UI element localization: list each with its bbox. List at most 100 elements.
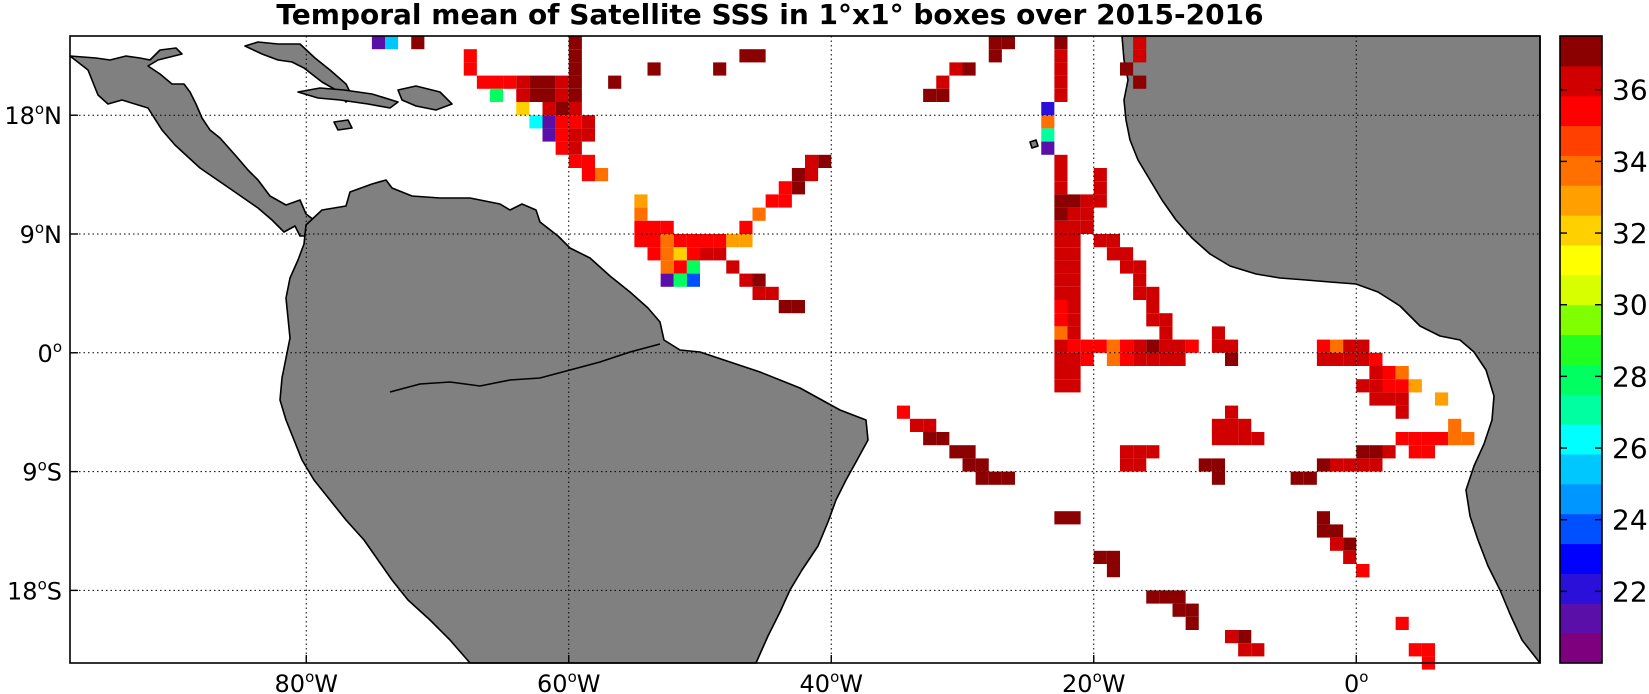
sss-cell <box>1080 194 1094 208</box>
sss-cell <box>765 286 779 300</box>
sss-cell <box>1316 458 1331 472</box>
colorbar-segment <box>1560 334 1602 365</box>
sss-cell <box>1120 339 1134 353</box>
lat-tick-label: 18oS <box>7 575 62 605</box>
sss-cell <box>463 62 477 76</box>
sss-cell <box>1225 418 1239 432</box>
colorbar-tick-label: 32 <box>1612 217 1648 250</box>
sss-cell <box>1185 603 1199 617</box>
sss-cell <box>1395 366 1409 380</box>
sss-cell <box>1120 445 1134 459</box>
sss-cell <box>1054 379 1068 393</box>
sss-cell <box>686 234 701 248</box>
land-jamaica <box>333 119 353 131</box>
sss-cell <box>1146 445 1160 459</box>
sss-cell <box>1316 352 1331 366</box>
colorbar-segment <box>1560 364 1602 395</box>
sss-cell <box>634 234 648 248</box>
colorbar-segment <box>1560 65 1602 97</box>
lat-tick-label: 0o <box>38 338 62 368</box>
sss-cell <box>1001 36 1015 50</box>
colorbar-segment <box>1560 573 1602 604</box>
sss-cell <box>1395 432 1409 446</box>
sss-cell <box>1395 379 1409 393</box>
sss-cell <box>739 273 753 287</box>
sss-cell <box>673 273 687 287</box>
longitude-ticks: 80oW 60oW 40oW 20oW 0o <box>275 655 1368 694</box>
sss-cell <box>1041 115 1055 129</box>
colorbar-tick-label: 26 <box>1612 432 1648 465</box>
map-panel: 80oW 60oW 40oW 20oW 0o 18oN 9oN 0o 9oS 18oS <box>4 35 1541 694</box>
sss-cell <box>1185 616 1199 630</box>
sss-cell <box>634 207 648 221</box>
sss-cell <box>1093 339 1107 353</box>
sss-cell <box>1421 432 1436 446</box>
grid-lines <box>70 36 1540 663</box>
sss-cell <box>568 154 582 168</box>
sss-cell <box>1356 445 1370 459</box>
sss-cell <box>463 49 477 63</box>
sss-cell <box>962 445 976 459</box>
sss-cell <box>1106 339 1121 353</box>
sss-cell <box>739 49 753 63</box>
sss-cell <box>1198 458 1212 472</box>
sss-cell <box>713 247 727 261</box>
sss-cell <box>975 458 989 472</box>
sss-cell <box>1382 392 1396 406</box>
sss-cell <box>1251 643 1265 657</box>
sss-cell <box>1054 154 1068 168</box>
sss-cell <box>1041 102 1055 116</box>
sss-cell <box>1080 220 1094 234</box>
sss-cell <box>988 49 1002 63</box>
sss-cell <box>1133 75 1147 89</box>
sss-cell <box>1106 564 1121 578</box>
sss-cell <box>673 247 687 261</box>
colorbar-segment <box>1560 125 1602 156</box>
colorbar-tick-label: 22 <box>1612 575 1648 608</box>
sss-cell <box>1054 49 1068 63</box>
sss-cell <box>1303 471 1317 485</box>
sss-cell <box>1001 471 1015 485</box>
sss-cell <box>1330 458 1344 472</box>
sss-cell <box>608 75 622 89</box>
sss-cell <box>1395 616 1409 630</box>
sss-cell <box>962 458 976 472</box>
sss-cell <box>647 220 661 234</box>
sss-cell <box>1408 643 1422 657</box>
sss-cell <box>660 273 674 287</box>
sss-cell <box>1356 458 1370 472</box>
sss-cell <box>1251 432 1265 446</box>
sss-cell <box>1448 432 1462 446</box>
sss-cell <box>516 75 530 89</box>
sss-cell <box>1211 432 1226 446</box>
sss-cell <box>778 181 792 195</box>
sss-cell <box>1054 220 1068 234</box>
sss-cell <box>542 88 556 102</box>
sss-cell <box>1054 36 1068 50</box>
sss-cell <box>818 154 832 168</box>
sss-cell <box>949 445 963 459</box>
sss-cell <box>568 36 582 50</box>
colorbar-segment <box>1560 36 1602 67</box>
sss-cell <box>1395 405 1409 419</box>
land-cape-verde <box>1029 139 1039 149</box>
colorbar-segment <box>1560 245 1602 276</box>
sss-cell <box>1369 392 1383 406</box>
sss-cell <box>1172 603 1186 617</box>
sss-cell <box>1238 630 1252 644</box>
sss-cell <box>1133 273 1147 287</box>
sss-cell <box>476 75 491 89</box>
colorbar-segment <box>1560 95 1602 127</box>
sss-cell <box>581 168 596 182</box>
sss-cell <box>1120 247 1134 261</box>
sss-cell <box>1054 326 1068 340</box>
colorbar-tick-label: 30 <box>1612 289 1648 322</box>
sss-cell <box>1369 366 1383 380</box>
sss-cell <box>1120 458 1134 472</box>
sss-cell <box>1382 366 1396 380</box>
sss-cell <box>1054 234 1068 248</box>
sss-cell <box>1067 220 1081 234</box>
sss-cell <box>1093 181 1107 195</box>
sss-cell <box>1067 286 1081 300</box>
sss-cell <box>1054 366 1068 380</box>
